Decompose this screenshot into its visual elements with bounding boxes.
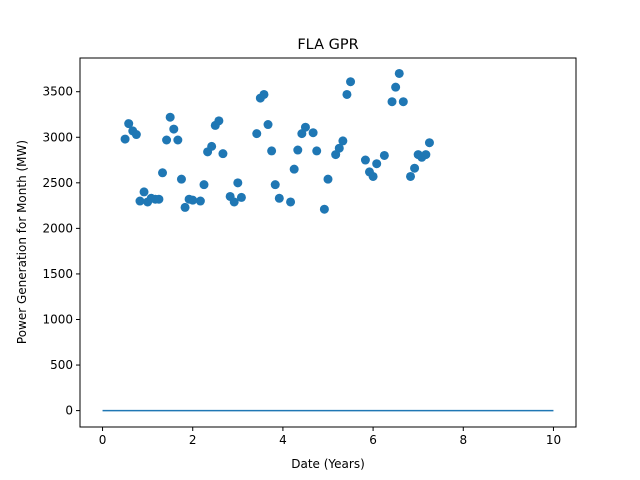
scatter-point bbox=[334, 143, 344, 153]
scatter-point bbox=[207, 141, 217, 151]
scatter-point bbox=[135, 196, 145, 206]
scatter-point bbox=[173, 135, 183, 145]
scatter-point bbox=[263, 120, 273, 130]
y-tick-label: 3000 bbox=[42, 130, 73, 144]
y-axis-label: Power Generation for Month (MW) bbox=[15, 140, 29, 344]
scatter-point bbox=[323, 174, 333, 184]
scatter-point bbox=[410, 163, 420, 173]
scatter-point bbox=[131, 130, 141, 140]
x-tick-label: 4 bbox=[279, 433, 287, 447]
scatter-point bbox=[274, 193, 284, 203]
scatter-point bbox=[312, 146, 322, 156]
scatter-point bbox=[195, 196, 205, 206]
scatter-point bbox=[124, 119, 134, 129]
x-axis: 0 2 4 6 8 10 bbox=[99, 427, 561, 447]
scatter-point bbox=[180, 202, 190, 212]
scatter-point bbox=[286, 197, 296, 207]
scatter-point bbox=[338, 136, 348, 146]
x-tick-label: 6 bbox=[369, 433, 377, 447]
scatter-point bbox=[406, 171, 416, 181]
y-tick-label: 2500 bbox=[42, 176, 73, 190]
scatter-point bbox=[387, 97, 397, 107]
scatter-point bbox=[319, 204, 329, 214]
scatter-point bbox=[229, 197, 239, 207]
scatter-point bbox=[372, 159, 382, 169]
scatter-point bbox=[394, 68, 404, 78]
x-tick-label: 8 bbox=[459, 433, 467, 447]
scatter-point bbox=[391, 82, 401, 92]
scatter-point bbox=[346, 77, 356, 87]
scatter-point bbox=[214, 116, 224, 126]
x-tick-label: 2 bbox=[189, 433, 197, 447]
scatter-point bbox=[270, 180, 280, 190]
scatter-point bbox=[162, 135, 172, 145]
scatter-point bbox=[169, 124, 179, 134]
y-tick-label: 3500 bbox=[42, 85, 73, 99]
scatter-point bbox=[120, 134, 130, 144]
scatter-point bbox=[165, 112, 175, 122]
y-tick-label: 500 bbox=[50, 358, 73, 372]
scatter-point bbox=[267, 146, 277, 156]
y-tick-label: 2000 bbox=[42, 221, 73, 235]
y-tick-label: 0 bbox=[65, 404, 73, 418]
y-tick-label: 1000 bbox=[42, 312, 73, 326]
x-tick-label: 0 bbox=[99, 433, 107, 447]
scatter-point bbox=[424, 138, 434, 148]
scatter-point bbox=[199, 180, 209, 190]
scatter-point bbox=[176, 174, 186, 184]
scatter-point bbox=[368, 171, 378, 181]
scatter-point bbox=[236, 192, 246, 202]
scatter-point bbox=[379, 150, 389, 160]
scatter-point bbox=[421, 150, 431, 160]
y-axis: 0 500 1000 1500 2000 2500 3000 3500 bbox=[42, 85, 80, 418]
scatter-point bbox=[289, 164, 299, 174]
scatter-point bbox=[360, 155, 370, 165]
scatter-point bbox=[233, 178, 243, 188]
scatter-point bbox=[293, 145, 303, 155]
scatter-point bbox=[398, 97, 408, 107]
scatter-point bbox=[259, 89, 269, 99]
y-tick-label: 1500 bbox=[42, 267, 73, 281]
x-tick-label: 10 bbox=[546, 433, 561, 447]
plot-frame bbox=[79, 57, 577, 428]
scatter-point bbox=[218, 149, 228, 159]
scatter-point bbox=[158, 168, 168, 178]
scatter-point bbox=[308, 128, 318, 138]
scatter-point bbox=[139, 187, 149, 197]
scatter-point bbox=[300, 122, 310, 132]
scatter-point bbox=[154, 194, 164, 204]
scatter-point bbox=[188, 195, 198, 205]
plot-area bbox=[102, 68, 554, 412]
x-axis-label: Date (Years) bbox=[291, 457, 365, 471]
chart-title: FLA GPR bbox=[297, 37, 358, 53]
scatter-point bbox=[342, 89, 352, 99]
scatter-point bbox=[252, 129, 262, 139]
